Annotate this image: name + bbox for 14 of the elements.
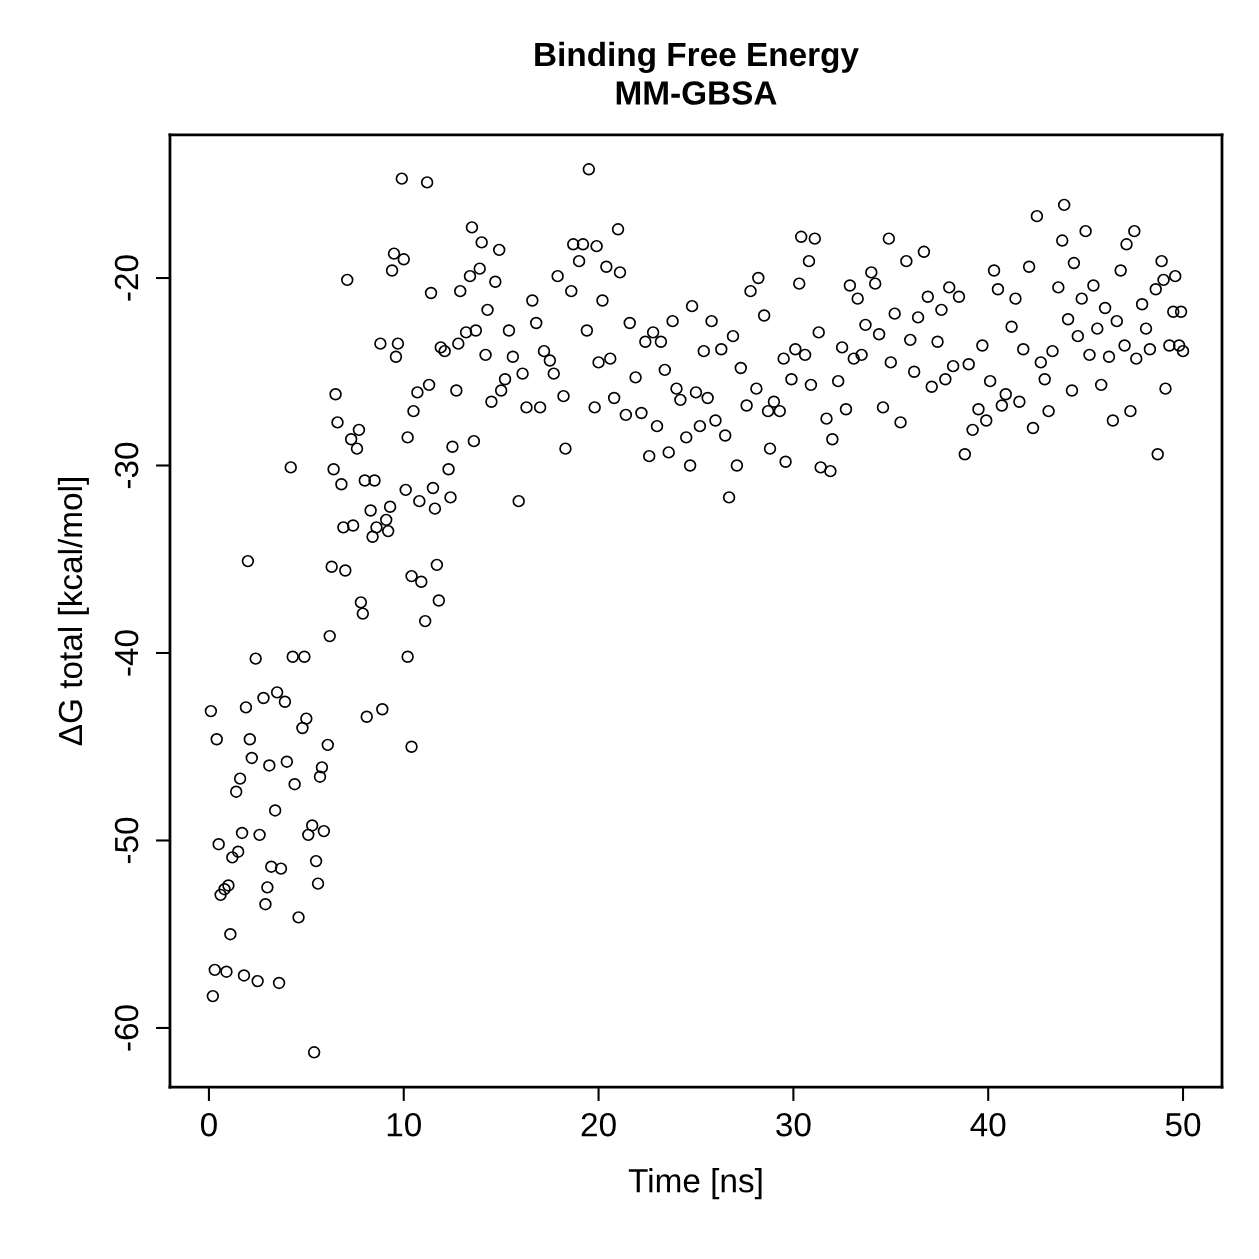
x-tick-label: 40 [970, 1112, 1006, 1137]
x-tick-label: 50 [1165, 1112, 1201, 1137]
x-axis-title: Time [ns] [628, 1168, 762, 1200]
y-tick-label: -50 [114, 817, 139, 864]
y-tick-label: -30 [114, 442, 139, 489]
x-tick-label: 10 [387, 1112, 421, 1137]
y-axis-title: ΔG total [kcal/mol] [57, 478, 89, 746]
y-tick-label: -60 [114, 1005, 139, 1051]
x-tick-label: 30 [776, 1112, 811, 1137]
y-tick-label: -20 [114, 255, 139, 301]
chart-title: Binding Free Energy MM-GBSA [535, 41, 859, 105]
x-tick-label: 0 [200, 1112, 217, 1137]
y-tick-label: -40 [114, 630, 139, 676]
x-tick-label: 20 [581, 1112, 616, 1137]
